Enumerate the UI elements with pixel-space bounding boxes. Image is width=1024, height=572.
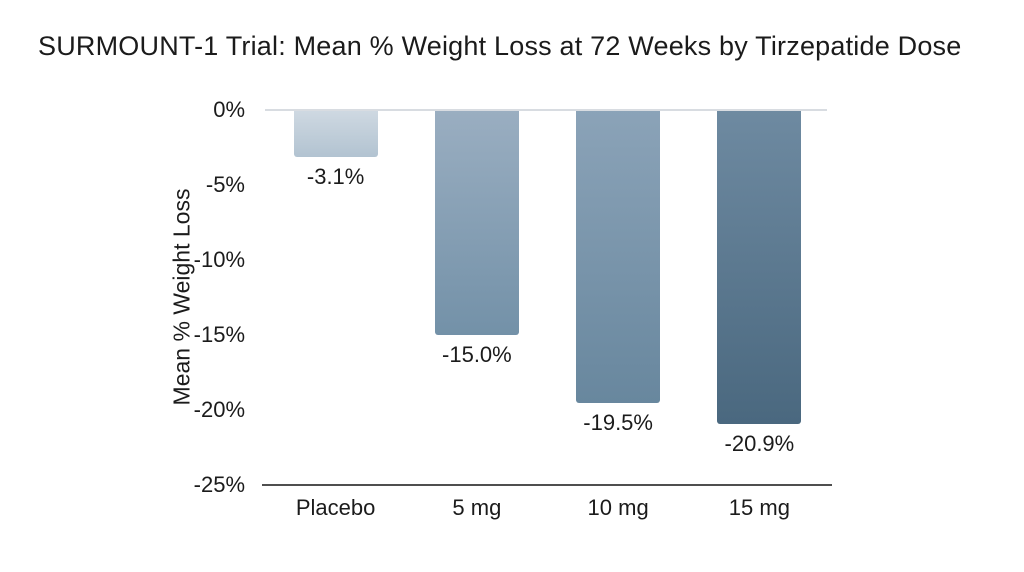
- bar-5-mg: [434, 110, 519, 335]
- x-category-label: 10 mg: [587, 495, 649, 520]
- x-category-label: Placebo: [295, 495, 376, 520]
- y-tick-label: -15%: [193, 322, 245, 347]
- bar-value-label: -3.1%: [306, 163, 365, 189]
- y-tick-label: 0%: [213, 97, 245, 122]
- y-axis-title: Mean % Weight Loss: [168, 188, 195, 406]
- y-tick-label: -25%: [193, 472, 245, 497]
- bar-15-mg: [717, 110, 802, 424]
- bar-value-label: -15.0%: [442, 342, 512, 367]
- y-tick-label: -20%: [193, 397, 245, 422]
- zero-gridline: [265, 109, 827, 111]
- x-category-label: 5 mg: [452, 495, 502, 520]
- bar-10-mg: [576, 110, 661, 403]
- chart-title: SURMOUNT-1 Trial: Mean % Weight Loss at …: [38, 31, 962, 61]
- bar-value-label: -19.5%: [583, 409, 653, 435]
- bar-placebo: [293, 110, 378, 157]
- y-tick-label: -10%: [193, 247, 245, 272]
- x-category-label: 15 mg: [728, 495, 790, 520]
- x-axis-line: [262, 484, 832, 486]
- y-tick-label: -5%: [205, 172, 245, 197]
- bar-value-label: -20.9%: [724, 430, 795, 456]
